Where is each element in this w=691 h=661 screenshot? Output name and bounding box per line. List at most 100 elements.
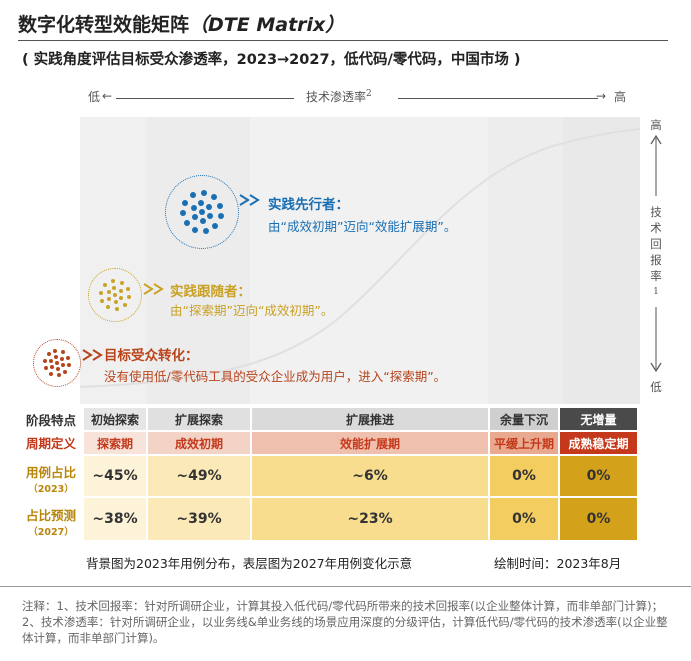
practice-follower-desc: 由“探索期”迈向“成效初期”。 <box>170 303 334 318</box>
footnote: 注释：1、技术回报率：针对所调研企业，计算其投入低代码/零代码所带来的技术回报率… <box>22 599 668 645</box>
stage-cell-2: 扩展推进 <box>252 408 488 430</box>
y-axis-low: 低 <box>650 380 662 394</box>
cluster-dot <box>112 286 117 291</box>
row-header-period: 周期定义 <box>25 436 76 451</box>
background-note: 背景图为2023年用例分布，表层图为2027年用例变化示意 <box>86 556 413 571</box>
cluster-dot <box>190 205 197 212</box>
matrix-background <box>80 117 640 404</box>
cluster-dot <box>192 226 199 233</box>
y-up-arrow-icon <box>650 134 662 196</box>
cluster-dot <box>119 280 124 285</box>
practice-follower-title: 实践跟随者： <box>170 284 251 300</box>
practice-leader-circle <box>165 175 239 249</box>
practice-follower-circle <box>88 268 142 322</box>
cluster-dot <box>212 222 219 229</box>
share-2023-cell-4: 0% <box>560 456 637 496</box>
cluster-dot <box>55 366 60 371</box>
cluster-dot <box>119 295 124 300</box>
period-cell-4: 成熟稳定期 <box>560 432 637 454</box>
y-axis-char-3: 报 <box>650 253 662 267</box>
cluster-dot <box>113 293 117 297</box>
period-cell-0: 探索期 <box>84 432 146 454</box>
cluster-dot <box>207 212 214 219</box>
cluster-dot <box>200 217 207 224</box>
practice-leader-arrow-icon <box>239 194 260 206</box>
title-main: 数字化转型效能矩阵 <box>18 14 190 36</box>
cluster-dot <box>56 372 61 377</box>
cluster-dot <box>55 361 59 365</box>
cluster-dot <box>216 202 223 209</box>
x-axis-low: 低 <box>88 90 101 104</box>
audience-conversion-circle <box>33 339 81 387</box>
y-axis-char-2: 回 <box>650 237 662 251</box>
drawing-date: 绘制时间：2023年8月 <box>494 556 622 571</box>
cluster-dot <box>49 358 54 363</box>
x-left-arrow-icon: ← <box>102 89 113 103</box>
period-cell-3: 平缓上升期 <box>490 432 558 454</box>
cluster-dot <box>180 210 187 217</box>
cluster-dot <box>199 209 205 215</box>
y-axis-sup: 1 <box>653 287 659 297</box>
cluster-dot <box>202 227 209 234</box>
cluster-dot <box>106 290 111 295</box>
footnote-divider <box>0 586 691 587</box>
cluster-dot <box>107 297 112 302</box>
s-curve-background <box>80 128 640 388</box>
y-axis-char-1: 术 <box>650 221 662 235</box>
y-axis-char-4: 率 <box>650 269 662 283</box>
share-2023-cell-0: ~45% <box>84 456 146 496</box>
cluster-dot <box>126 295 131 300</box>
cluster-dot <box>106 305 111 310</box>
x-axis-high: 高 <box>614 90 627 104</box>
cluster-dot <box>100 299 105 304</box>
cluster-dot <box>111 279 115 284</box>
cluster-dot <box>46 352 51 357</box>
cluster-dot <box>200 190 207 197</box>
audience-conversion-desc: 没有使用低/零代码工具的受众企业成为用户，进入“探索期”。 <box>104 369 447 384</box>
row-header-share: 用例占比 <box>25 465 76 480</box>
cluster-dot <box>206 203 213 210</box>
cluster-dot <box>54 355 59 360</box>
share-2023-cell-3: 0% <box>490 456 558 496</box>
cluster-dot <box>99 290 104 295</box>
share-2027-cell-1: ~39% <box>148 498 250 540</box>
stage-cell-0: 初始探索 <box>84 408 146 430</box>
cluster-dot <box>49 371 54 376</box>
cluster-dot <box>103 282 108 287</box>
cluster-dot <box>66 363 71 368</box>
practice-follower-arrow-icon <box>143 283 164 295</box>
y-down-arrow-icon <box>650 307 662 373</box>
share-2027-cell-4: 0% <box>560 498 637 540</box>
cluster-dot <box>183 220 190 227</box>
cluster-dot <box>44 366 49 371</box>
cluster-dot <box>53 349 58 354</box>
row-header-forecast-year: （2027） <box>28 527 74 538</box>
cluster-dot <box>191 214 198 221</box>
x-axis-label: 技术渗透率2 <box>306 89 372 104</box>
cluster-dot <box>190 192 197 199</box>
x-axis-line-left <box>116 98 294 99</box>
practice-leader-title: 实践先行者： <box>268 197 349 213</box>
share-2027-cell-0: ~38% <box>84 498 146 540</box>
share-2027-cell-3: 0% <box>490 498 558 540</box>
practice-leader-desc: 由“成效初期”迈向“效能扩展期”。 <box>268 219 457 234</box>
title-en: （DTE Matrix） <box>189 14 345 36</box>
cluster-dot <box>125 286 130 291</box>
stage-cell-3: 余量下沉 <box>490 408 558 430</box>
x-axis-line-right <box>398 98 598 99</box>
stage-cell-4: 无增量 <box>560 408 637 430</box>
cluster-dot <box>197 200 204 207</box>
page-title: 数字化转型效能矩阵（DTE Matrix） <box>18 10 344 37</box>
cluster-dot <box>43 358 48 363</box>
row-header-share-year: （2023） <box>28 484 74 495</box>
period-cell-1: 成效初期 <box>148 432 250 454</box>
share-2023-cell-2: ~6% <box>252 456 488 496</box>
title-divider <box>18 40 668 41</box>
period-cell-2: 效能扩展期 <box>252 432 488 454</box>
audience-conversion-title: 目标受众转化： <box>104 348 199 364</box>
row-header-stage: 阶段特点 <box>25 413 76 428</box>
row-header-forecast: 占比预测 <box>25 508 76 523</box>
x-right-arrow-icon: → <box>596 89 607 103</box>
x-axis: 低 ← 技术渗透率2 → 高 <box>88 88 633 108</box>
cluster-dot <box>210 193 217 200</box>
